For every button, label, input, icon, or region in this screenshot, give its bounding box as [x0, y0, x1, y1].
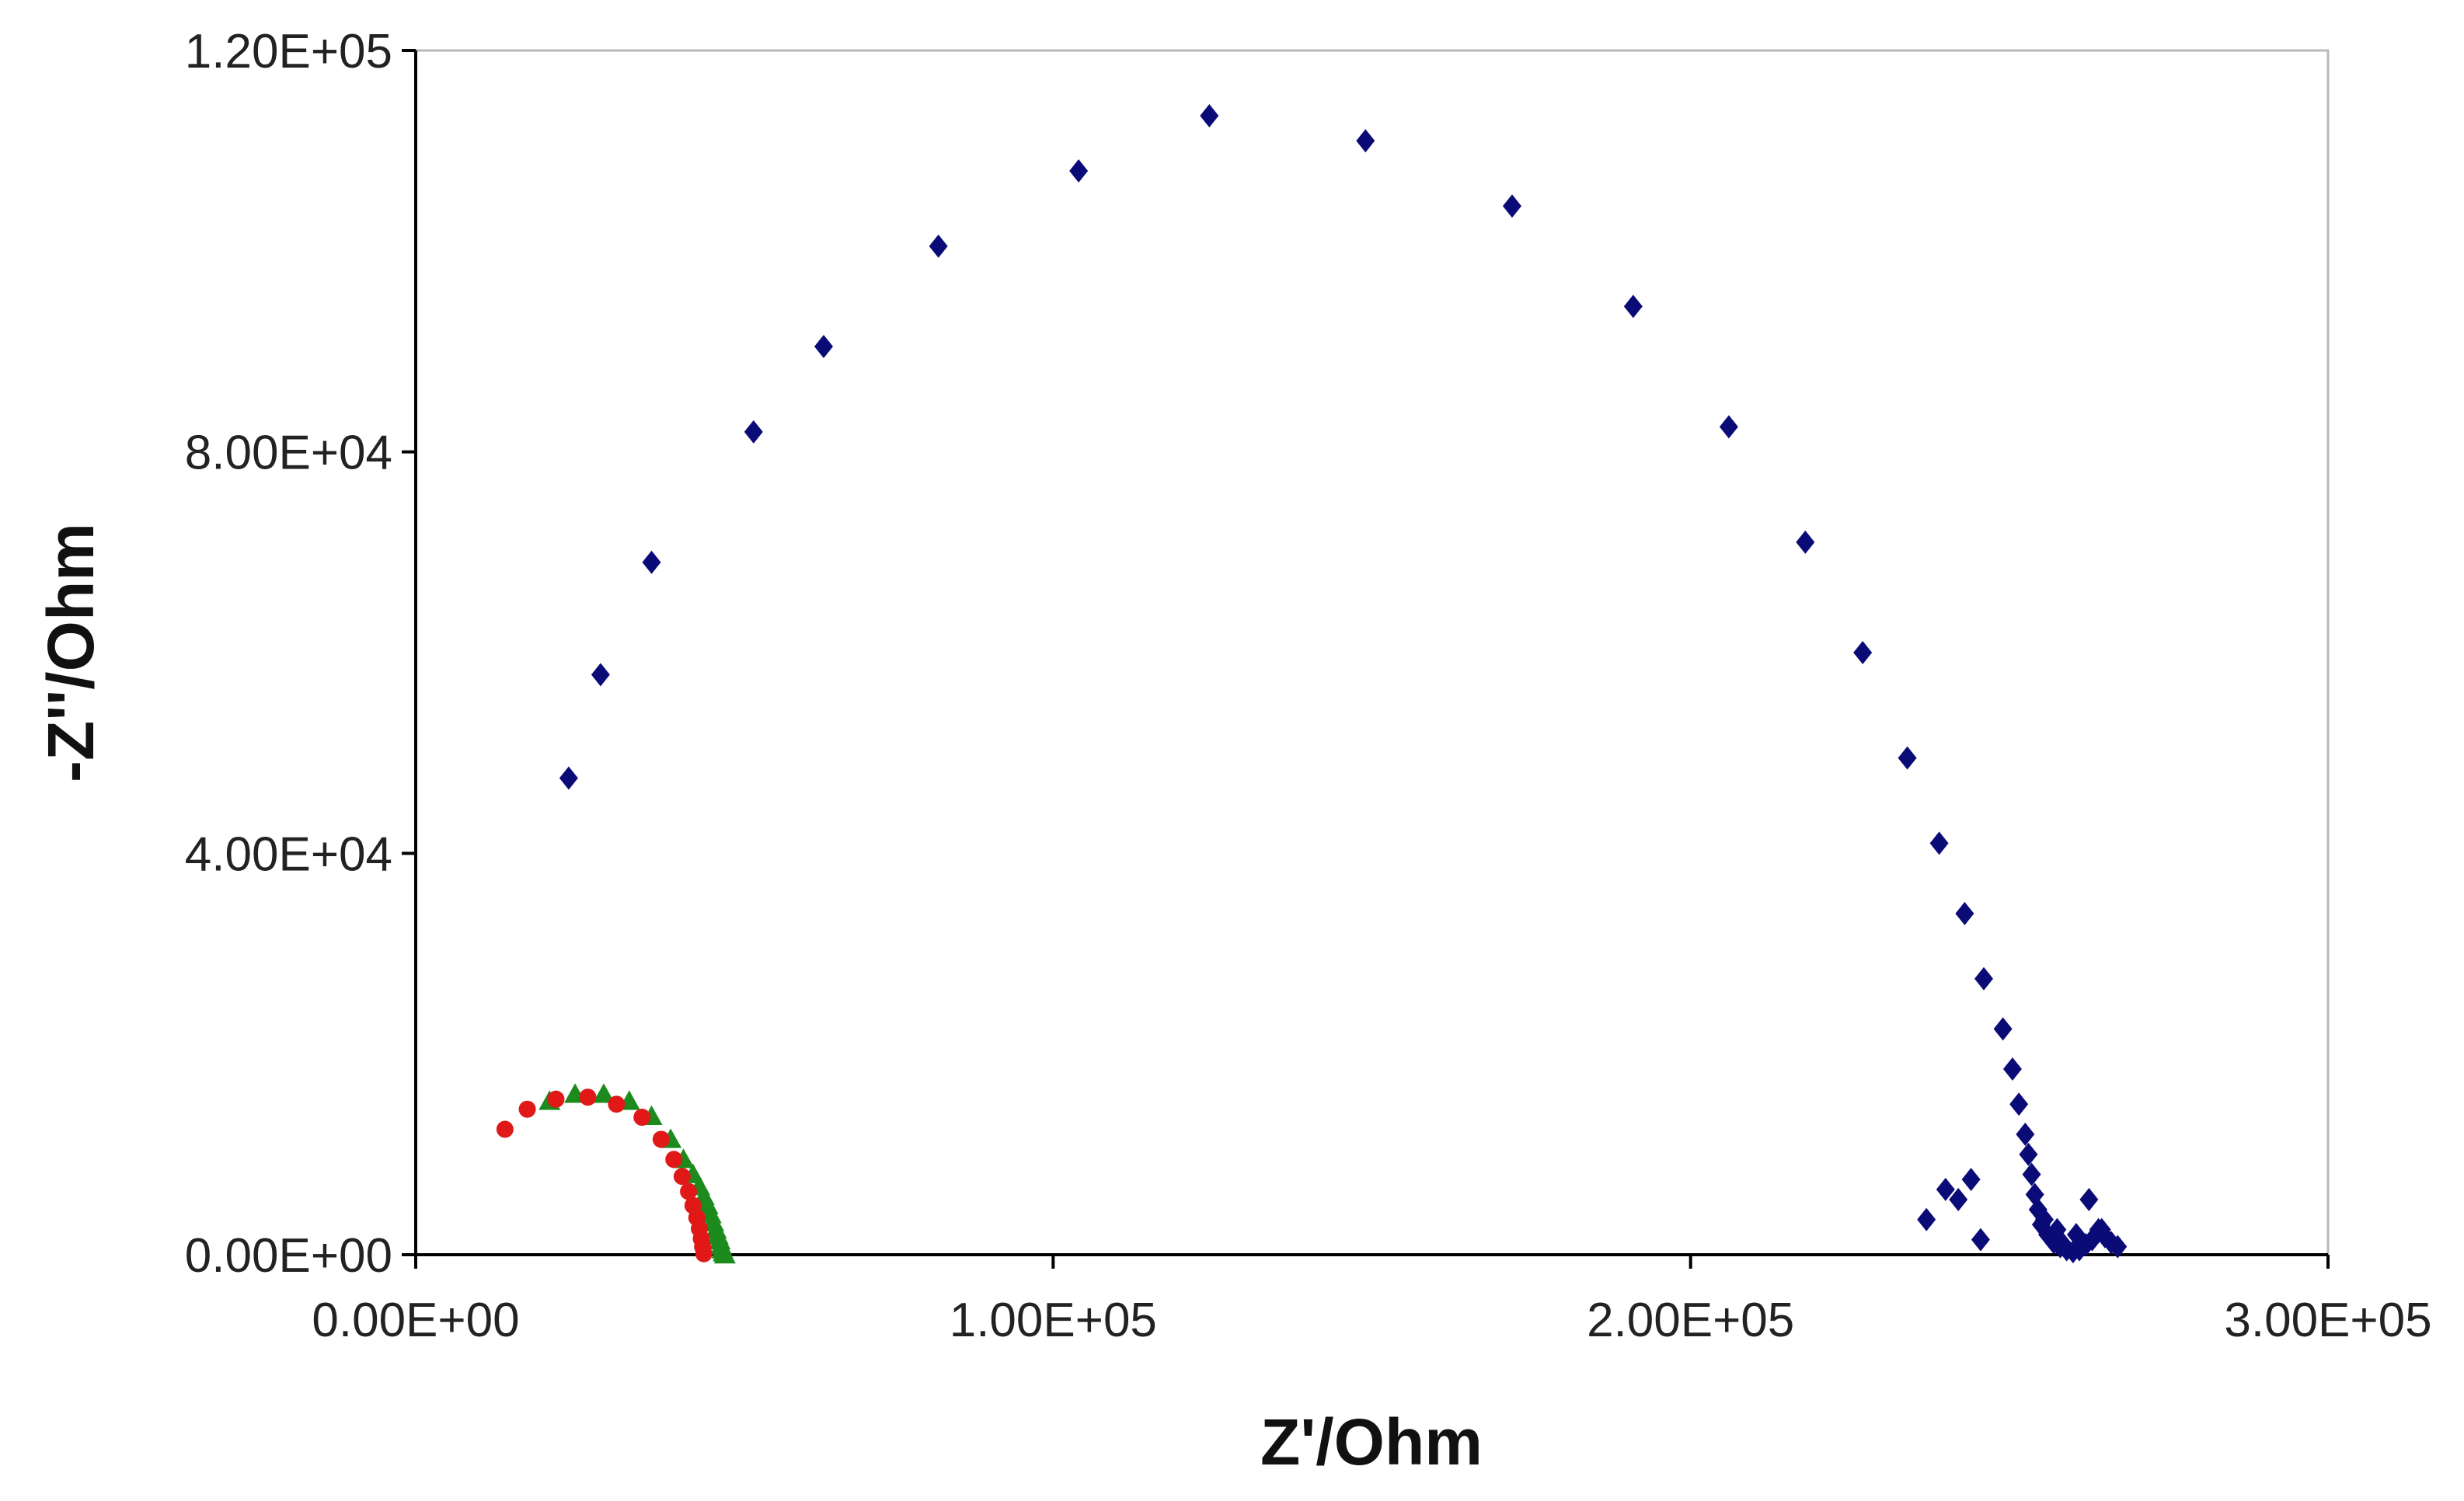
data-point-circle: [652, 1130, 670, 1148]
data-point-diamond: [2016, 1123, 2035, 1146]
data-point-diamond: [1502, 194, 1521, 218]
data-point-circle: [608, 1095, 626, 1113]
y-tick-label: 1.20E+05: [185, 25, 392, 78]
data-point-diamond: [1853, 641, 1873, 664]
data-point-triangle: [713, 1244, 736, 1264]
data-point-diamond: [642, 550, 661, 574]
data-point-circle: [496, 1120, 514, 1138]
data-point-diamond: [1917, 1207, 1936, 1231]
data-point-circle: [680, 1182, 698, 1200]
x-tick-label: 1.00E+05: [950, 1294, 1157, 1347]
data-point-diamond: [2054, 1233, 2073, 1257]
data-point-circle: [633, 1109, 651, 1127]
data-point-diamond: [2092, 1217, 2111, 1242]
data-point-diamond: [591, 663, 610, 687]
data-point-diamond: [1993, 1017, 2013, 1041]
data-point-diamond: [2019, 1142, 2038, 1166]
data-point-diamond: [1961, 1168, 1981, 1192]
data-point-circle: [579, 1088, 597, 1106]
data-point-triangle: [592, 1083, 615, 1103]
data-point-circle: [518, 1100, 536, 1118]
series-circle: [496, 1088, 713, 1262]
data-point-diamond: [1356, 129, 1375, 153]
x-axis-ticks: 0.00E+00 1.00E+05 2.00E+05 3.00E+05: [312, 1255, 2432, 1347]
data-point-diamond: [2034, 1207, 2054, 1231]
data-point-diamond: [1898, 746, 1917, 770]
data-point-diamond: [2108, 1235, 2128, 1259]
x-tick-label: 2.00E+05: [1587, 1294, 1794, 1347]
y-axis-title: -Z''/Ohm: [34, 523, 107, 782]
data-point-diamond: [1719, 415, 1738, 439]
data-point-diamond: [2079, 1187, 2099, 1211]
data-point-diamond: [929, 234, 948, 258]
data-point-diamond: [1796, 530, 1815, 554]
x-axis-title: Z'/Ohm: [1260, 1405, 1483, 1478]
data-point-diamond: [1069, 159, 1089, 183]
data-point-circle: [695, 1245, 713, 1262]
data-point-diamond: [2009, 1092, 2029, 1116]
data-point-diamond: [1955, 901, 1974, 925]
data-point-circle: [665, 1151, 683, 1168]
data-points: [496, 103, 2128, 1264]
data-point-diamond: [559, 766, 578, 790]
y-tick-label: 0.00E+00: [185, 1229, 392, 1283]
data-point-diamond: [1929, 831, 1949, 855]
data-point-circle: [547, 1090, 565, 1108]
data-point-diamond: [1971, 1228, 1990, 1252]
series-diamond: [559, 103, 2128, 1264]
x-tick-label: 3.00E+05: [2224, 1294, 2431, 1347]
data-point-diamond: [1974, 966, 1994, 991]
data-point-diamond: [2066, 1223, 2086, 1247]
y-tick-label: 8.00E+04: [185, 427, 392, 480]
data-point-diamond: [2022, 1162, 2041, 1186]
data-point-diamond: [814, 335, 834, 359]
data-point-circle: [673, 1168, 691, 1186]
plot-area: [414, 49, 2330, 1256]
y-tick-label: 4.00E+04: [185, 827, 392, 881]
data-point-diamond: [1936, 1178, 1955, 1202]
data-point-diamond: [2002, 1057, 2022, 1081]
data-point-diamond: [1949, 1187, 1968, 1211]
data-point-diamond: [744, 420, 763, 444]
y-axis-ticks: 0.00E+00 4.00E+04 8.00E+04 1.20E+05: [185, 25, 416, 1283]
data-point-diamond: [1623, 294, 1643, 319]
data-point-diamond: [1200, 103, 1219, 127]
x-tick-label: 0.00E+00: [312, 1294, 519, 1347]
